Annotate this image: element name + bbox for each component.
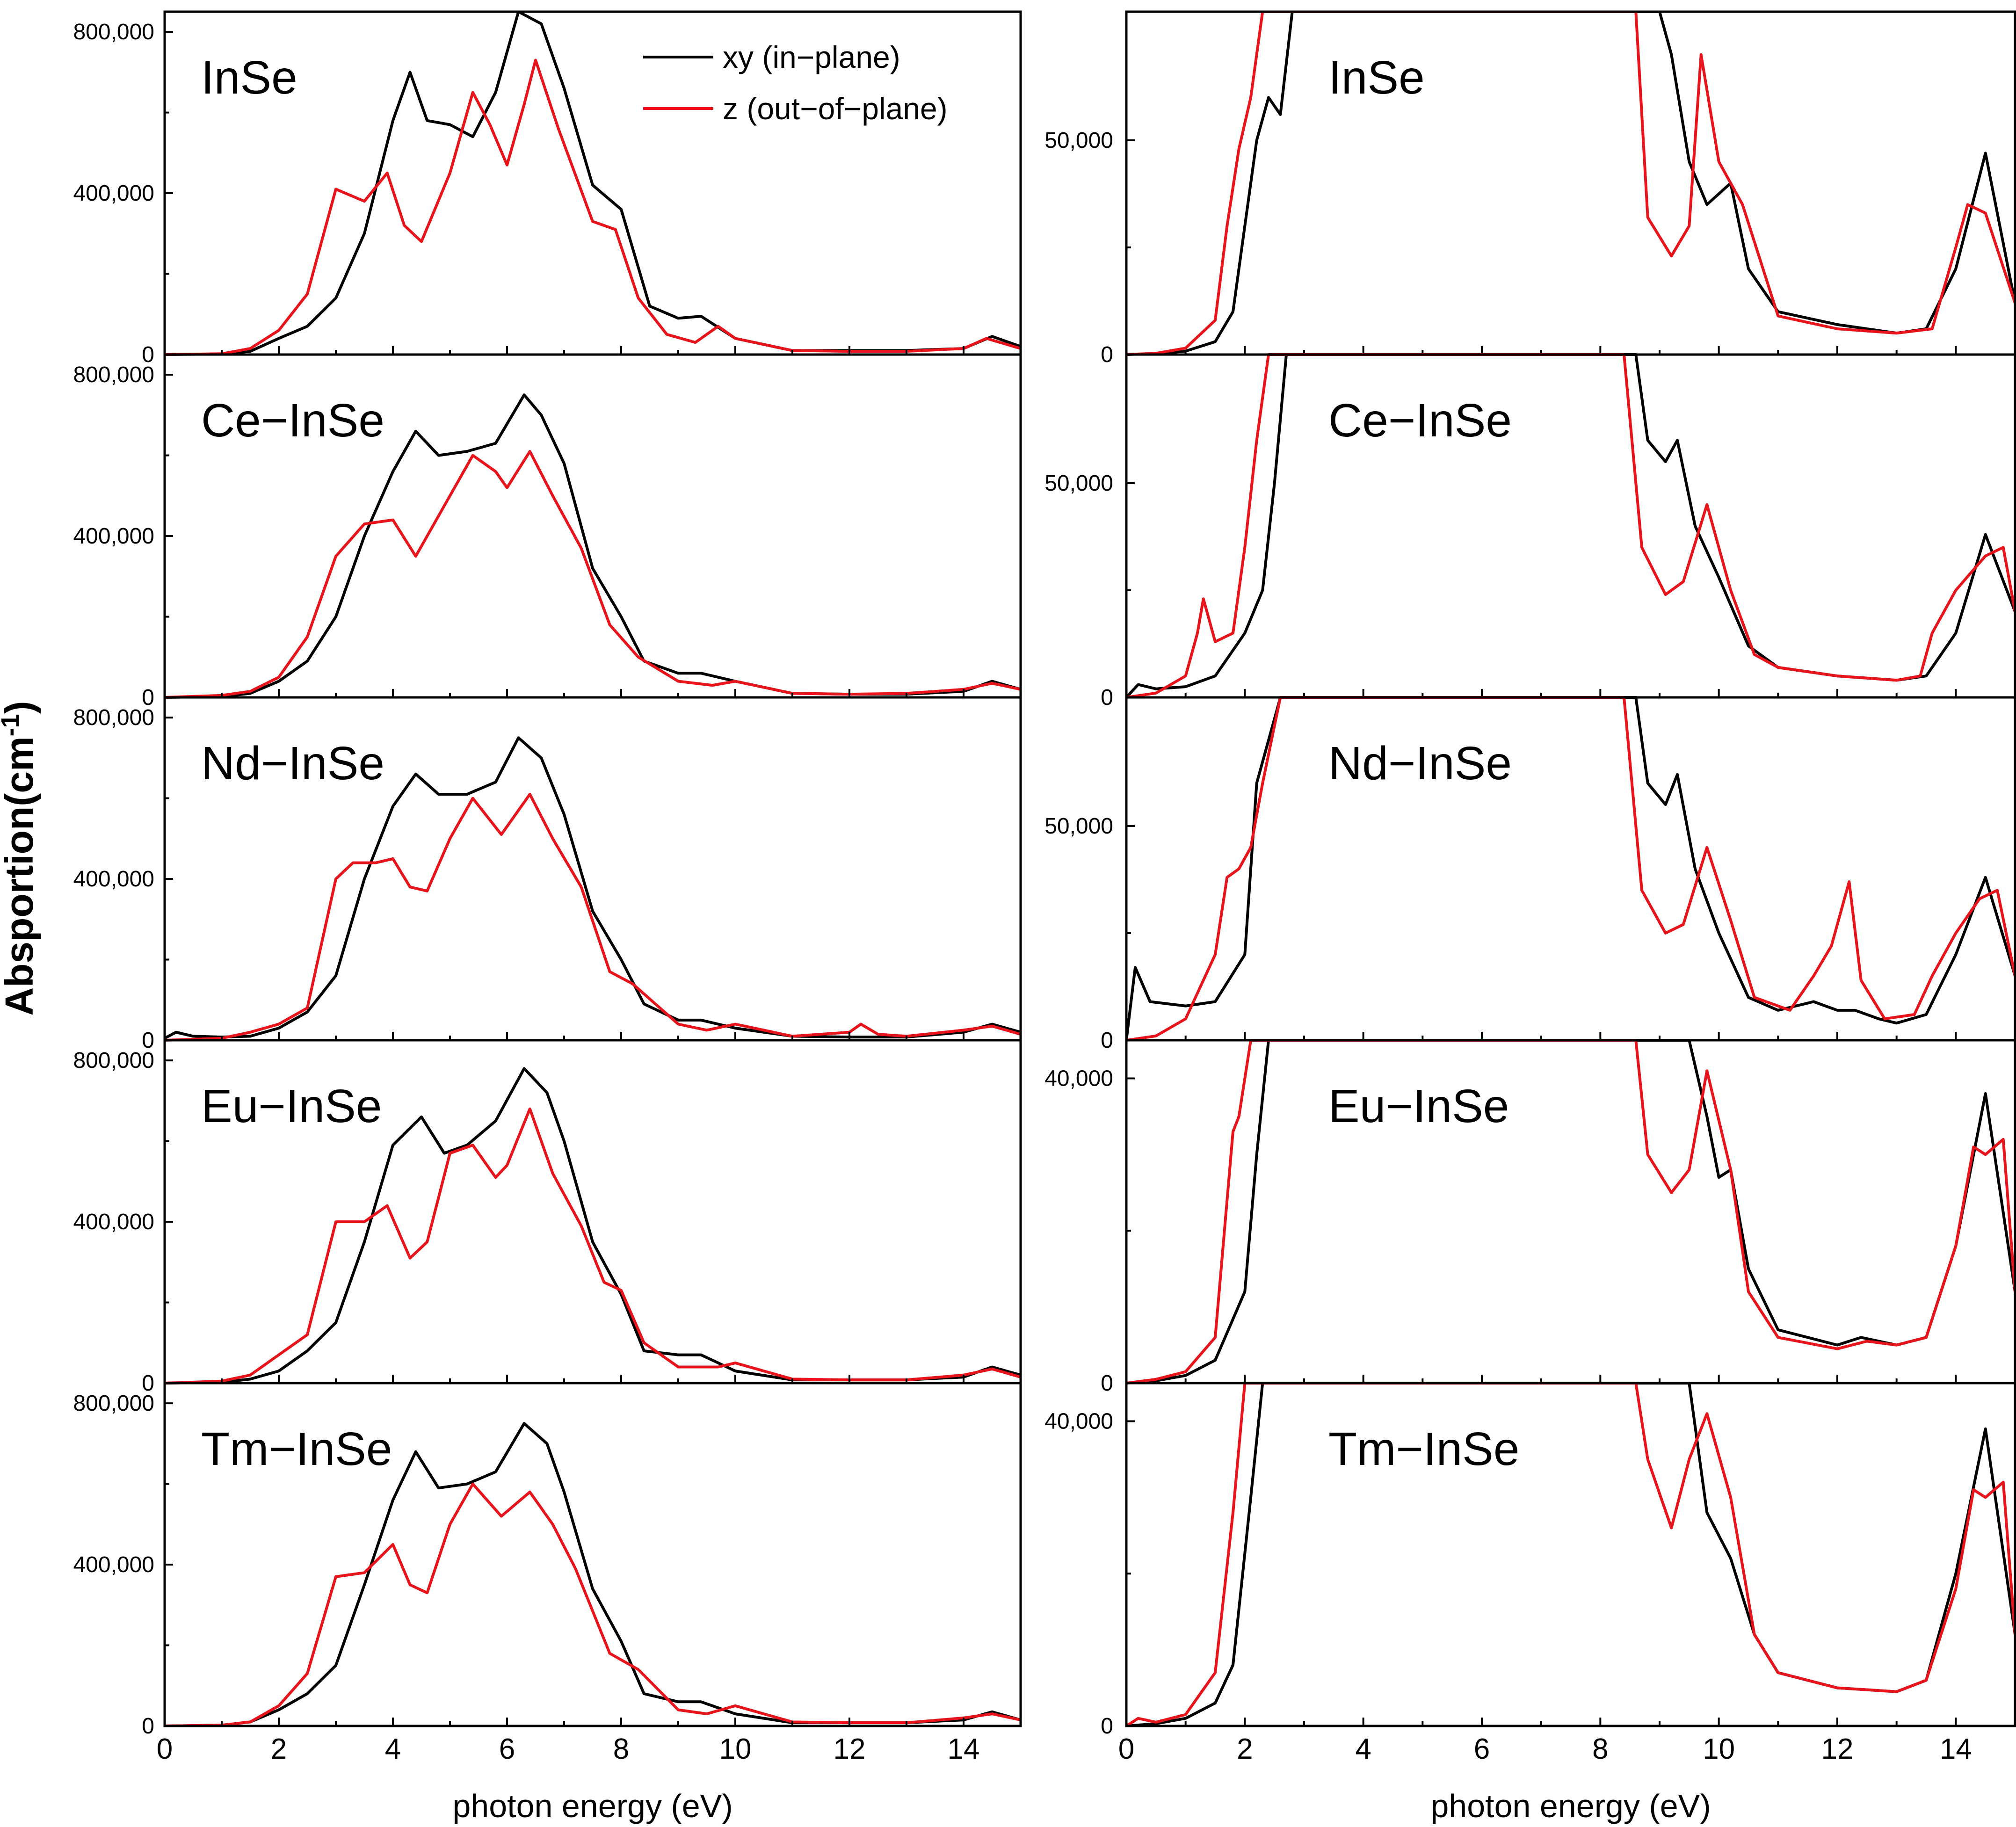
- legend-label-z: z (out−of−plane): [723, 91, 948, 126]
- y-tick-label: 0: [1101, 1028, 1113, 1053]
- x-tick-label: 2: [1237, 1733, 1253, 1765]
- panel-title: Eu−InSe: [201, 1080, 382, 1132]
- panel-5-right: 0 40,000 Tm−InSe: [1044, 1382, 2016, 1739]
- x-tick-label: 8: [1592, 1733, 1608, 1765]
- x-tick-label: 12: [834, 1733, 866, 1765]
- panel-title: Eu−InSe: [1328, 1080, 1509, 1132]
- x-tick-label: 6: [499, 1733, 515, 1765]
- y-tick-label: 50,000: [1044, 128, 1113, 153]
- panel-title: Tm−InSe: [201, 1423, 392, 1475]
- x-axis-label-left: photon energy (eV): [452, 1788, 732, 1824]
- series-xy-panel-4-right: [1126, 1039, 2015, 1385]
- y-tick-label: 0: [142, 685, 154, 710]
- y-tick-label: 400,000: [73, 181, 154, 206]
- x-tick-label: 14: [948, 1733, 980, 1765]
- y-tick-label: 40,000: [1044, 1066, 1113, 1091]
- legend: xy (in−plane) z (out−of−plane): [643, 40, 948, 126]
- series-z-panel-4-left: [165, 1107, 1021, 1385]
- legend-label-xy: xy (in−plane): [723, 40, 900, 74]
- y-tick-label: 50,000: [1044, 471, 1113, 496]
- panel-1-right: 0 50,000 InSe: [1044, 10, 2016, 367]
- series-z-panel-2-right: [1126, 353, 2015, 699]
- axes-frame-panel-2-right: [1125, 353, 2016, 699]
- panel-5-left: 0 400,000 800,000 Tm−InSe: [73, 1382, 1022, 1739]
- y-tick-label: 0: [142, 342, 154, 367]
- y-tick-label: 40,000: [1044, 1409, 1113, 1434]
- y-tick-label: 800,000: [73, 1391, 154, 1416]
- panel-2-right: 0 50,000 Ce−InSe: [1044, 353, 2016, 710]
- series-z-panel-3-left: [165, 793, 1021, 1042]
- series-xy-panel-1-right: [1126, 12, 2015, 356]
- panel-4-left: 0 400,000 800,000 Eu−InSe: [73, 1039, 1022, 1396]
- panel-title: Ce−InSe: [201, 394, 384, 447]
- axes-frame-panel-5-right: [1125, 1382, 2016, 1727]
- series-z-panel-1-left: [165, 58, 1021, 356]
- axes-frame-panel-3-right: [1125, 696, 2016, 1042]
- series-z-panel-1-right: [1126, 12, 2015, 356]
- y-tick-label: 0: [1101, 1714, 1113, 1739]
- y-tick-label: 400,000: [73, 524, 154, 549]
- panel-3-right: 0 50,000 Nd−InSe: [1044, 696, 2016, 1053]
- panel-4-right: 0 40,000 Eu−InSe: [1044, 1039, 2016, 1396]
- y-tick-label: 800,000: [73, 362, 154, 387]
- x-tick-label: 0: [157, 1733, 173, 1765]
- x-tick-label: 4: [385, 1733, 401, 1765]
- y-tick-label: 0: [1101, 1371, 1113, 1396]
- x-tick-label: 4: [1355, 1733, 1371, 1765]
- panel-1-left: 0 400,000 800,000 InSe: [73, 10, 1022, 367]
- y-tick-label: 800,000: [73, 705, 154, 730]
- panel-title: Nd−InSe: [201, 737, 384, 790]
- x-tick-label: 0: [1118, 1733, 1134, 1765]
- series-xy-panel-3-left: [165, 736, 1021, 1040]
- x-tick-label: 2: [271, 1733, 287, 1765]
- x-tick-label: 10: [719, 1733, 752, 1765]
- series-z-panel-3-right: [1126, 696, 2015, 1042]
- axes-frame-panel-5-left: [163, 1382, 1022, 1727]
- panel-title: InSe: [1328, 51, 1425, 104]
- x-tick-label: 6: [1474, 1733, 1490, 1765]
- panel-title: Tm−InSe: [1328, 1423, 1520, 1475]
- x-tick-label: 10: [1703, 1733, 1735, 1765]
- y-tick-label: 400,000: [73, 1210, 154, 1234]
- series-z-panel-5-right: [1126, 1382, 2015, 1726]
- series-z-panel-2-left: [165, 450, 1021, 699]
- axes-frame-panel-4-right: [1125, 1039, 2016, 1385]
- y-tick-label: 400,000: [73, 1552, 154, 1577]
- y-tick-label: 800,000: [73, 20, 154, 44]
- y-axis-label: Absportion(cm-1): [0, 701, 41, 1015]
- x-tick-label: 8: [613, 1733, 629, 1765]
- panel-2-left: 0 400,000 800,000 Ce−InSe: [73, 353, 1022, 710]
- x-axis-label-right: photon energy (eV): [1430, 1788, 1711, 1824]
- y-tick-label: 0: [142, 1714, 154, 1739]
- y-tick-label: 50,000: [1044, 814, 1113, 839]
- series-xy-panel-5-right: [1126, 1382, 2015, 1726]
- series-z-panel-4-right: [1126, 1039, 2015, 1385]
- y-tick-label: 0: [1101, 342, 1113, 367]
- y-tick-label: 800,000: [73, 1048, 154, 1073]
- y-tick-label: 0: [142, 1371, 154, 1396]
- y-tick-label: 0: [1101, 685, 1113, 710]
- series-xy-panel-2-right: [1126, 353, 2015, 699]
- y-tick-label: 0: [142, 1028, 154, 1053]
- panel-title: Nd−InSe: [1328, 737, 1512, 790]
- panel-title: Ce−InSe: [1328, 394, 1512, 447]
- series-z-panel-5-left: [165, 1482, 1021, 1726]
- axes-frame-panel-1-right: [1125, 10, 2016, 356]
- x-tick-label: 12: [1821, 1733, 1854, 1765]
- x-tick-label: 14: [1940, 1733, 1972, 1765]
- panel-3-left: 0 400,000 800,000 Nd−InSe: [73, 696, 1022, 1053]
- y-tick-label: 400,000: [73, 867, 154, 892]
- panel-title: InSe: [201, 51, 297, 104]
- series-xy-panel-3-right: [1126, 696, 2015, 1042]
